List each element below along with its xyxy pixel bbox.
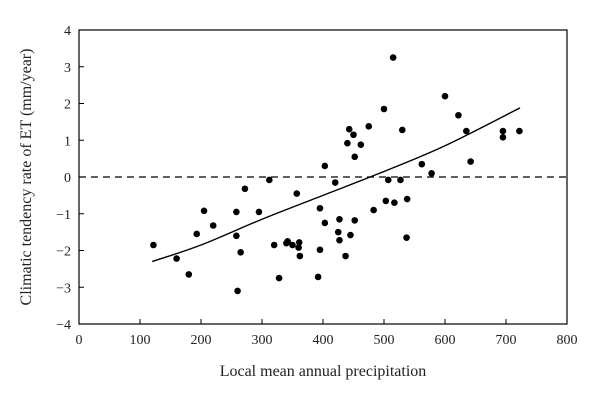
data-point (321, 219, 329, 227)
x-tick-label: 800 (557, 333, 578, 348)
y-tick-label: 4 (64, 24, 71, 39)
data-point (499, 134, 507, 141)
x-tick-label: 600 (435, 333, 456, 348)
data-point (382, 197, 390, 205)
x-tick-label: 400 (313, 333, 334, 348)
data-point (467, 158, 474, 165)
data-point (185, 271, 193, 278)
data-point (275, 274, 283, 282)
data-point (345, 125, 353, 133)
y-tick-label: −2 (56, 245, 71, 260)
y-tick-label: 3 (64, 61, 71, 76)
data-point (233, 232, 240, 240)
data-point (321, 162, 329, 170)
data-point (316, 204, 324, 212)
data-point (344, 139, 351, 147)
data-point (342, 252, 349, 260)
data-point (255, 208, 263, 216)
x-tick-label: 200 (191, 333, 212, 348)
y-tick-label: −3 (56, 281, 71, 296)
data-point (391, 199, 398, 207)
data-point (370, 206, 377, 214)
data-point (351, 217, 359, 224)
data-point (403, 234, 410, 241)
data-point (380, 105, 388, 113)
y-axis-title: Climatic tendency rate of ET (mm/year) (18, 49, 35, 306)
x-tick-label: 500 (374, 333, 395, 348)
data-point (463, 127, 470, 135)
data-point (403, 195, 411, 203)
data-point (289, 241, 296, 249)
data-point (455, 111, 462, 119)
data-point (336, 215, 343, 223)
data-point (173, 255, 180, 262)
data-point (296, 252, 304, 260)
data-point (209, 222, 217, 229)
data-point (516, 127, 523, 135)
data-point (365, 122, 373, 130)
y-tick-label: 0 (64, 171, 71, 186)
data-point (314, 273, 322, 281)
x-axis-title: Local mean annual precipitation (220, 363, 427, 380)
data-point (399, 126, 406, 134)
y-tick-label: 2 (64, 98, 71, 113)
data-point (316, 246, 324, 254)
data-point (499, 127, 507, 135)
data-point (428, 170, 435, 177)
data-point (334, 228, 342, 236)
data-point (193, 230, 201, 238)
data-point (150, 241, 157, 249)
data-point (336, 236, 343, 244)
data-point (357, 141, 365, 148)
data-point (441, 92, 449, 100)
data-point (241, 185, 249, 193)
data-point (351, 153, 359, 161)
data-point (350, 131, 357, 139)
data-point (331, 179, 339, 186)
x-tick-label: 700 (496, 333, 517, 348)
data-point (384, 176, 392, 184)
data-point (266, 176, 273, 184)
x-tick-label: 0 (76, 333, 83, 348)
data-point (389, 54, 397, 61)
data-point (200, 207, 208, 215)
data-point (293, 190, 301, 197)
y-tick-label: 1 (64, 134, 71, 149)
data-point (295, 244, 302, 251)
data-point (233, 208, 240, 216)
trend-curve (151, 107, 521, 263)
data-point (347, 231, 354, 239)
data-point (397, 176, 404, 184)
data-point (295, 239, 303, 246)
data-point (418, 160, 426, 168)
data-point (284, 238, 291, 245)
x-tick-label: 100 (130, 333, 151, 348)
data-point (270, 241, 278, 249)
data-point (234, 287, 241, 295)
data-point (237, 249, 244, 256)
y-tick-label: −1 (56, 208, 71, 223)
x-tick-label: 300 (252, 333, 273, 348)
y-tick-label: −4 (56, 318, 71, 333)
